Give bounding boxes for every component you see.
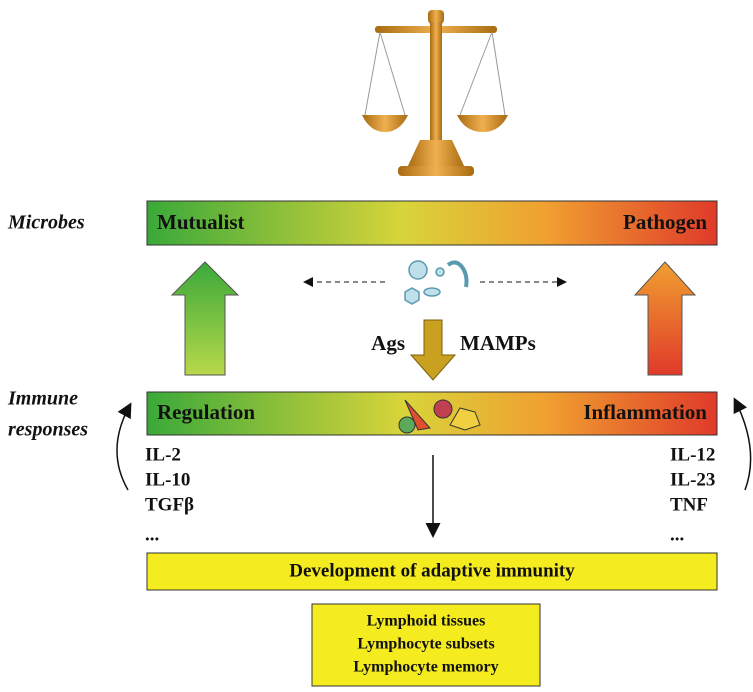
feedback-arrow [116, 402, 132, 491]
outcome: Lymphocyte memory [353, 659, 498, 676]
inflammation: Inflammation [583, 400, 707, 424]
mutualist: Mutualist [157, 210, 245, 234]
down-arrow [409, 319, 457, 381]
immune-bar [146, 391, 718, 436]
outcome: Lymphocyte subsets [357, 636, 494, 653]
scale-icon [362, 10, 508, 176]
up-arrow [170, 261, 240, 376]
cytokine: IL-23 [670, 469, 715, 490]
adaptive-bar [146, 552, 718, 591]
outcome-box [311, 603, 541, 687]
feedback-arrow [733, 397, 752, 491]
regulation: Regulation [157, 400, 255, 424]
cytokine: IL-12 [670, 444, 715, 465]
ags: Ags [371, 331, 405, 355]
cytokine: TGFβ [145, 494, 194, 515]
microbe-icons [404, 260, 469, 305]
cytokine: IL-2 [145, 444, 181, 465]
cytokine: TNF [670, 494, 708, 515]
outcome: Lymphoid tissues [367, 613, 486, 630]
mamps: MAMPs [460, 331, 536, 355]
adaptive-label: Development of adaptive immunity [289, 560, 575, 581]
microbes-label: Microbes [7, 212, 85, 234]
cytokine: ... [670, 524, 684, 545]
cytokine: ... [145, 524, 159, 545]
cell-icons [398, 399, 481, 434]
microbe-bar [146, 200, 718, 246]
up-arrow [633, 261, 697, 376]
cytokine: IL-10 [145, 469, 190, 490]
immune-label: Immune [7, 388, 78, 410]
immune-label: responses [8, 419, 88, 441]
pathogen: Pathogen [623, 210, 707, 234]
